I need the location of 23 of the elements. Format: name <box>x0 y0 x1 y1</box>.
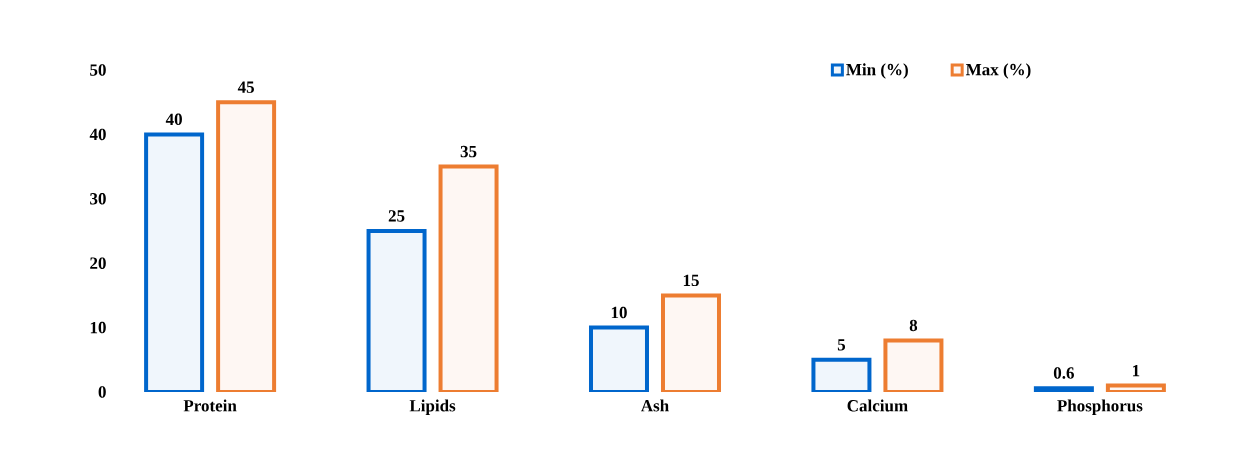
data-label: 45 <box>237 81 254 93</box>
y-tick-label: 50 <box>90 64 106 76</box>
data-label: 35 <box>460 145 477 158</box>
data-label: 8 <box>909 319 918 332</box>
data-label: 1 <box>1132 365 1140 377</box>
x-tick-label: Protein <box>183 399 237 412</box>
data-label: 25 <box>388 210 405 222</box>
y-tick-label: 10 <box>90 321 106 334</box>
x-tick-label: Calcium <box>847 399 908 412</box>
y-tick-label: 20 <box>90 257 106 269</box>
data-label: 40 <box>165 113 182 126</box>
data-label: 5 <box>837 339 846 351</box>
legend-label: Max (%) <box>965 63 1031 79</box>
y-tick-label: 0 <box>98 386 106 398</box>
x-tick-label: Lipids <box>409 399 456 415</box>
y-tick-label: 40 <box>89 128 106 141</box>
legend-label: Min (%) <box>846 63 908 79</box>
y-tick-label: 30 <box>90 193 106 205</box>
data-label: 15 <box>683 274 699 287</box>
x-tick-label: Phosphorus <box>1057 399 1143 415</box>
x-tick-label: Ash <box>640 399 669 412</box>
data-label: 10 <box>611 306 627 319</box>
data-label: 0.6 <box>1053 367 1074 379</box>
